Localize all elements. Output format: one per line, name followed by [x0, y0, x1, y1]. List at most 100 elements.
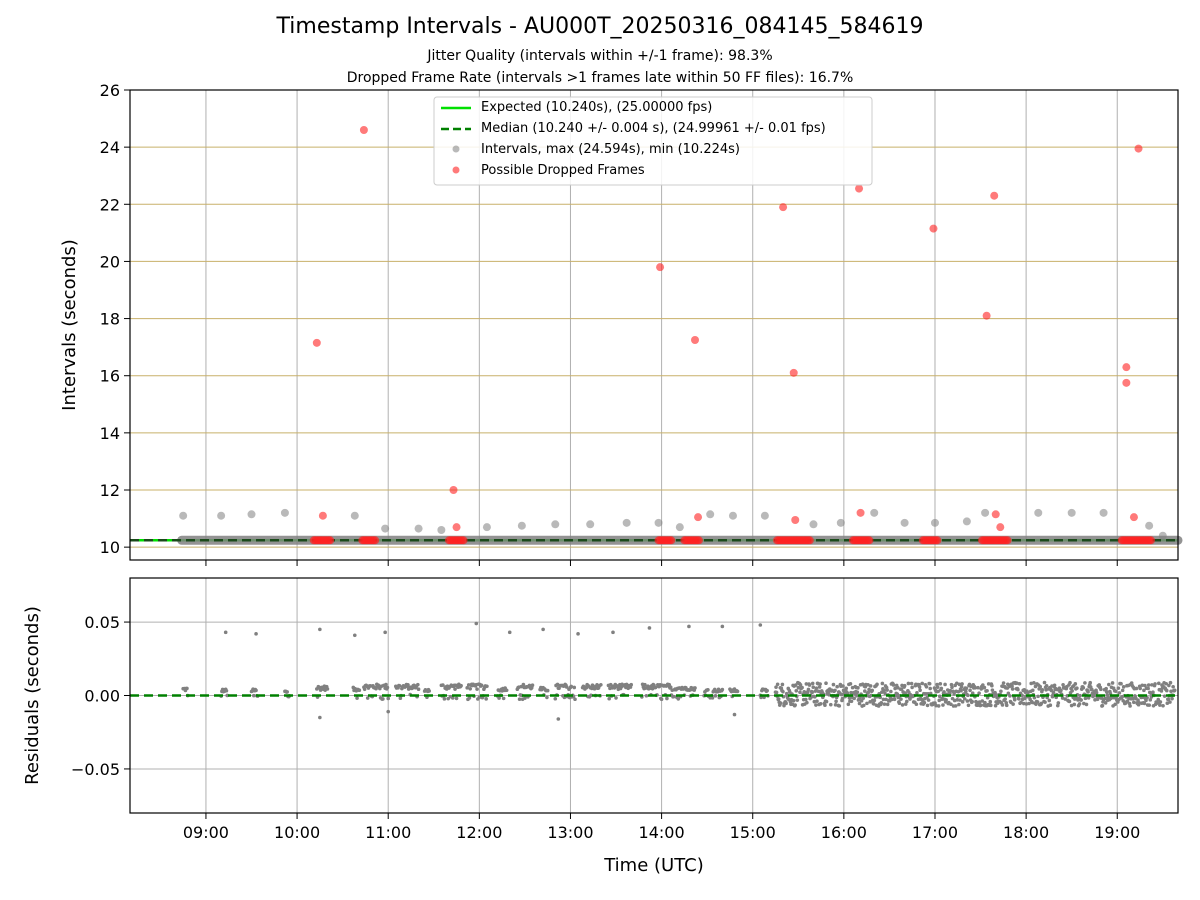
residual-point — [385, 685, 390, 690]
residual-point — [890, 697, 894, 702]
residual-point — [927, 681, 932, 686]
residual-point — [880, 681, 885, 686]
residual-point — [1116, 686, 1121, 690]
residual-point — [870, 688, 875, 693]
residual-point — [914, 702, 919, 707]
residual-point — [1164, 681, 1169, 686]
residual-point — [774, 685, 778, 689]
residual-point — [553, 696, 558, 701]
residual-point — [938, 682, 943, 686]
residual-point — [1146, 683, 1151, 687]
residual-point — [1137, 701, 1141, 705]
residual-point — [1138, 686, 1142, 691]
residual-point — [1063, 697, 1068, 701]
x-tick-label: 15:00 — [730, 823, 776, 842]
residual-point — [813, 695, 817, 699]
residual-point — [811, 685, 816, 690]
y-axis-label: Residuals (seconds) — [22, 606, 43, 785]
residual-point — [814, 686, 819, 690]
residual-point — [882, 688, 886, 693]
interval-point — [586, 520, 595, 529]
residual-point — [791, 698, 796, 703]
chart-subtitle-jitter: Jitter Quality (intervals within +/-1 fr… — [427, 48, 773, 64]
residual-point — [1142, 688, 1146, 693]
residual-point — [357, 688, 362, 693]
residual-point — [806, 687, 811, 692]
residual-point — [497, 696, 501, 700]
x-axis-label: Time (UTC) — [603, 855, 704, 876]
residual-point — [1061, 682, 1065, 687]
residual-point — [1072, 702, 1077, 707]
residual-point — [867, 687, 871, 692]
dropped-frame-point — [318, 511, 327, 520]
residual-point — [813, 689, 818, 693]
residual-point — [1140, 683, 1145, 688]
interval-point — [981, 508, 990, 517]
dropped-frame-point — [1122, 378, 1131, 387]
interval-point — [962, 517, 971, 526]
residual-point — [541, 627, 545, 632]
dropped-frame-point — [996, 523, 1005, 532]
residual-point — [966, 693, 970, 698]
y-tick-label: 22 — [100, 195, 120, 214]
residual-point — [1032, 681, 1036, 685]
residual-point — [1120, 688, 1125, 693]
residual-point — [928, 686, 933, 691]
residual-point — [758, 623, 763, 627]
residual-point — [990, 688, 995, 692]
residual-point — [910, 685, 914, 690]
residual-point — [781, 689, 785, 694]
residual-point — [883, 691, 887, 696]
residual-point — [1128, 704, 1132, 708]
y-tick-label: 10 — [100, 538, 120, 557]
residual-point — [957, 702, 961, 707]
dropped-frame-point — [449, 486, 458, 494]
residual-point — [1151, 690, 1155, 695]
residual-point — [959, 688, 963, 693]
residual-point — [1158, 700, 1163, 704]
residual-point — [952, 692, 956, 696]
residual-point — [441, 683, 445, 687]
dropped-frame-point — [991, 510, 1000, 519]
residual-point — [1168, 680, 1173, 685]
residual-point — [450, 696, 455, 700]
residual-point — [780, 682, 785, 687]
residual-point — [573, 697, 577, 702]
residual-point — [355, 696, 359, 700]
residual-point — [517, 697, 522, 702]
residual-point — [837, 704, 842, 708]
residual-point — [959, 685, 964, 689]
interval-point — [930, 518, 939, 527]
interval-point — [217, 511, 226, 520]
residual-point — [1042, 680, 1047, 685]
residual-point — [865, 701, 869, 706]
residual-point — [855, 690, 860, 695]
residual-point — [798, 682, 803, 687]
residual-point — [416, 687, 421, 692]
residual-point — [968, 688, 972, 693]
residual-point — [958, 698, 962, 702]
residual-point — [1088, 680, 1093, 685]
x-tick-label: 13:00 — [547, 823, 593, 842]
residual-point — [1016, 687, 1020, 692]
residual-point — [975, 703, 980, 708]
residual-point — [1113, 689, 1118, 694]
residual-point — [964, 689, 968, 694]
residual-point — [1052, 683, 1057, 688]
residual-point — [793, 703, 797, 707]
y-tick-label: 14 — [100, 424, 120, 443]
interval-point — [280, 508, 289, 517]
residual-point — [1125, 699, 1130, 703]
residual-point — [1170, 696, 1174, 701]
residual-point — [1067, 699, 1072, 704]
residual-point — [885, 702, 890, 707]
residual-point — [1032, 695, 1037, 700]
residual-point — [868, 700, 872, 704]
residual-point — [1130, 696, 1135, 701]
residual-point — [882, 702, 887, 706]
residual-point — [784, 701, 788, 706]
residual-point — [720, 687, 725, 692]
residual-point — [1051, 690, 1056, 695]
residual-point — [804, 682, 809, 686]
interval-point — [482, 523, 491, 532]
